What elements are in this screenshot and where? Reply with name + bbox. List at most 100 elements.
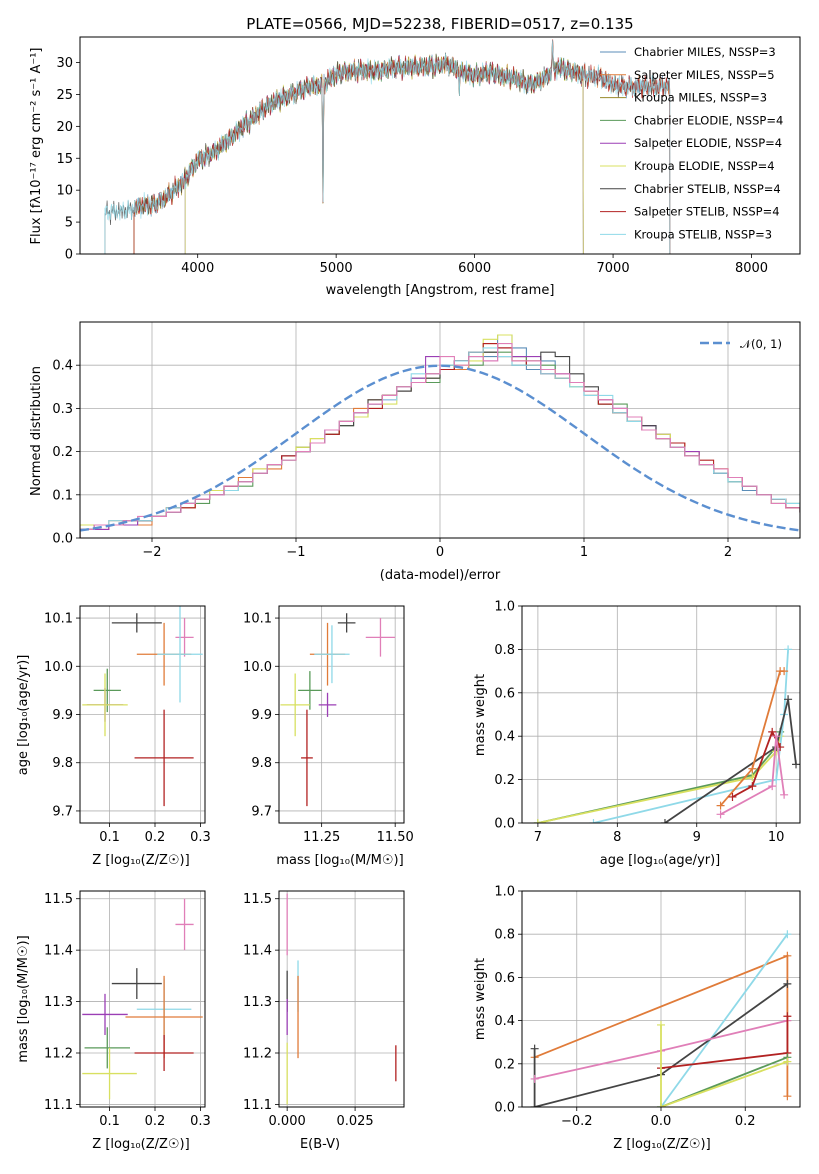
weight-series: [664, 699, 797, 823]
errorbar-point: [157, 606, 203, 703]
weight-series: [720, 736, 785, 816]
y-tick-label: 10.1: [243, 612, 272, 627]
spectrum-series: [104, 40, 671, 254]
axes-frame: [79, 890, 206, 1108]
residuals-ylabel: Normed distribution: [29, 366, 44, 496]
x-tick-label: −1: [286, 545, 305, 560]
histogram-series: [80, 347, 800, 538]
y-tick-label: 11.5: [44, 892, 73, 907]
x-tick-label: 0.025: [336, 1114, 373, 1129]
mass-vs-EBV-points: [286, 893, 397, 1105]
y-tick-label: 0.2: [494, 773, 515, 788]
weight-marker: [533, 819, 542, 823]
weight-marker: [783, 1012, 792, 1021]
y-tick-label: 11.3: [44, 995, 73, 1010]
y-tick-label: 11.2: [243, 1047, 272, 1062]
histogram-series: [80, 347, 800, 538]
errorbar-point: [93, 668, 121, 713]
weight-marker: [792, 760, 800, 769]
weight-marker: [784, 645, 793, 654]
errorbar-point: [337, 613, 356, 633]
errorbar-point: [82, 993, 128, 1035]
errorbar-point: [134, 709, 194, 807]
mass-z-ylabel: mass [log₁₀(M/M☉)]: [16, 935, 31, 1062]
y-tick-label: 0.2: [494, 1057, 515, 1072]
errorbar-point: [318, 692, 337, 717]
histogram-series: [80, 343, 800, 538]
weight-marker: [657, 1103, 665, 1107]
x-tick-label: 7000: [597, 261, 630, 276]
weight-marker: [780, 790, 789, 799]
weight-marker: [728, 792, 737, 801]
y-tick-label: 11.4: [44, 944, 73, 959]
legend-label: 𝒩(0, 1): [740, 337, 782, 351]
age-vs-Z-points: [82, 606, 203, 807]
errorbar-point: [111, 613, 162, 633]
x-tick-label: 11.50: [377, 830, 414, 845]
y-tick-label: 11.4: [243, 944, 272, 959]
x-tick-label: 2: [724, 545, 732, 560]
y-tick-label: 1.0: [494, 885, 515, 900]
y-tick-label: 15: [56, 152, 73, 167]
y-tick-label: 0.6: [494, 686, 515, 701]
legend-label: Kroupa ELODIE, NSSP=4: [634, 159, 775, 173]
weight-marker: [589, 819, 598, 823]
y-tick-label: 0.8: [494, 928, 515, 943]
x-tick-label: 0.1: [99, 830, 120, 845]
mass-ebv-xlabel: E(B-V): [300, 1137, 340, 1152]
weight-marker: [530, 1044, 539, 1053]
y-tick-label: 10: [56, 184, 73, 199]
x-tick-label: 0.3: [190, 830, 211, 845]
mw-z-xlabel: Z [log₁₀(Z/Z☉)]: [613, 1137, 710, 1152]
errorbar-point: [175, 618, 194, 657]
weight-marker: [660, 819, 669, 823]
x-tick-label: 0.2: [735, 1114, 756, 1129]
weight-marker: [772, 732, 781, 741]
x-tick-label: 8: [613, 830, 621, 845]
legend-label: Chabrier ELODIE, NSSP=4: [634, 113, 783, 127]
errorbar-point: [84, 1027, 130, 1069]
legend-label: Salpeter STELIB, NSSP=4: [634, 205, 780, 219]
x-tick-label: 7: [534, 830, 542, 845]
spectrum-lines: [104, 39, 671, 254]
errorbar-point: [175, 898, 194, 951]
weight-marker: [783, 979, 792, 988]
axes-frame: [521, 890, 801, 1108]
y-tick-label: 9.8: [251, 756, 272, 771]
x-tick-label: 0.3: [190, 1114, 211, 1129]
errorbar-point: [314, 625, 350, 684]
y-tick-label: 0.1: [52, 488, 73, 503]
y-tick-label: 11.1: [44, 1098, 73, 1113]
y-tick-label: 0.0: [494, 1101, 515, 1116]
age-vs-mass-axes: 11.25 11.50 9.7 9.8 9.9 10.0 10.1: [243, 606, 414, 845]
weight-marker: [748, 782, 757, 791]
y-tick-label: 11.1: [243, 1098, 272, 1113]
age-vs-Z-axes: 0.1 0.2 0.3 9.7 9.8 9.9 10.0 10.1: [44, 606, 211, 845]
axes-frame: [79, 605, 206, 824]
x-tick-label: 1: [580, 545, 588, 560]
mass-vs-Z-axes: 0.1 0.2 0.3 11.1 11.2 11.3 11.4 11.5: [44, 891, 211, 1129]
legend-label: Chabrier STELIB, NSSP=4: [634, 182, 781, 196]
errorbar-point: [365, 618, 396, 657]
y-tick-label: 0.8: [494, 643, 515, 658]
legend-label: Salpeter MILES, NSSP=5: [634, 68, 775, 82]
residuals-xlabel: (data-model)/error: [380, 568, 501, 583]
histogram-series: [80, 351, 800, 538]
weight-marker: [783, 951, 792, 960]
histogram-group: [80, 334, 800, 538]
weight-series: [732, 729, 781, 798]
weight-marker: [768, 727, 777, 736]
age-mass-xlabel: mass [log₁₀(M/M☉)]: [276, 853, 403, 868]
age-z-ylabel: age [log₁₀(age/yr)]: [16, 655, 31, 776]
mass-z-xlabel: Z [log₁₀(Z/Z☉)]: [92, 1137, 189, 1152]
x-tick-label: 0.2: [145, 1114, 166, 1129]
spectrum-axes: 4000 5000 6000 7000 8000 0 5 10 15 20 25 30: [56, 56, 768, 276]
weight-marker: [716, 801, 725, 810]
y-tick-label: 11.5: [243, 892, 272, 907]
y-tick-label: 10.0: [243, 660, 272, 675]
mw-z-ylabel: mass weight: [473, 958, 488, 1040]
weight-marker: [783, 1057, 792, 1066]
y-tick-label: 0.6: [494, 971, 515, 986]
y-tick-label: 1.0: [494, 600, 515, 615]
x-tick-label: 0.0: [651, 1114, 672, 1129]
